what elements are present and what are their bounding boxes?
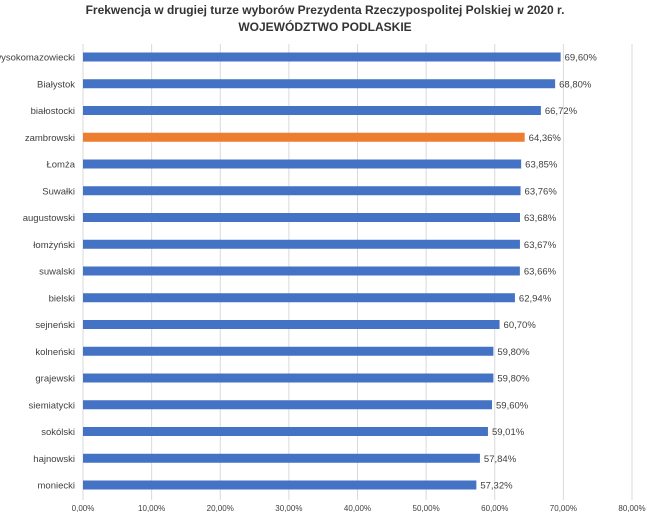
category-label-9: bielski: [49, 293, 75, 304]
category-label-0: wysokomazowiecki: [0, 53, 75, 64]
value-label-9: 62,94%: [519, 293, 552, 304]
x-tick-label-5: 50,00%: [413, 504, 440, 513]
bar-10: [83, 320, 500, 329]
value-label-0: 69,60%: [565, 53, 598, 64]
bar-7: [83, 239, 520, 249]
category-label-7: łomżyński: [33, 240, 75, 251]
category-label-6: augustowski: [23, 213, 75, 224]
chart-title: Frekwencja w drugiej turze wyborów Prezy…: [86, 3, 565, 17]
value-label-11: 59,80%: [497, 347, 530, 358]
value-label-15: 57,84%: [484, 454, 517, 465]
chart-subtitle: WOJEWÓDZTWO PODLASKIE: [238, 19, 411, 34]
x-tick-label-7: 70,00%: [550, 504, 577, 513]
bar-9: [83, 293, 515, 303]
labels: 0,00% 10,00% 20,00% 30,00% 40,00% 50,00% 60,00…: [0, 53, 646, 514]
category-label-16: moniecki: [38, 481, 76, 492]
category-label-14: sokólski: [41, 427, 75, 438]
bars: [83, 52, 561, 490]
value-label-3: 64,36%: [529, 133, 562, 144]
category-label-10: sejneński: [35, 320, 75, 331]
bar-2: [83, 106, 541, 115]
category-label-5: Suwałki: [42, 186, 75, 197]
x-tick-label-3: 30,00%: [275, 504, 302, 513]
category-label-15: hajnowski: [33, 454, 75, 465]
x-tick-label-8: 80,00%: [618, 504, 645, 513]
x-tick-label-2: 20,00%: [207, 504, 234, 513]
bar-11: [83, 346, 494, 356]
value-label-16: 57,32%: [480, 481, 513, 492]
category-label-8: suwalski: [39, 267, 75, 278]
value-label-2: 66,72%: [545, 106, 578, 117]
category-label-3: zambrowski: [25, 133, 75, 144]
value-label-13: 59,60%: [496, 400, 529, 411]
bar-12: [83, 373, 494, 383]
value-label-10: 60,70%: [504, 320, 537, 331]
category-label-12: grajewski: [35, 374, 75, 385]
bar-0: [83, 52, 561, 62]
category-label-2: białostocki: [31, 106, 75, 117]
bar-3: [83, 132, 525, 142]
category-label-4: Łomża: [46, 160, 75, 171]
bar-1: [83, 79, 556, 89]
bar-8: [83, 266, 520, 276]
value-label-7: 63,67%: [524, 240, 557, 251]
bar-16: [83, 480, 477, 490]
bar-14: [83, 427, 488, 436]
value-label-4: 63,85%: [525, 160, 558, 171]
bar-15: [83, 453, 480, 463]
category-label-13: siemiatycki: [29, 400, 75, 411]
x-tick-label-1: 10,00%: [138, 504, 165, 513]
value-label-12: 59,80%: [497, 374, 530, 385]
value-label-6: 63,68%: [524, 213, 557, 224]
category-label-11: kolneński: [35, 347, 75, 358]
x-tick-label-0: 0,00%: [72, 504, 95, 513]
category-label-1: Białystok: [37, 79, 75, 90]
bar-5: [83, 186, 521, 196]
bar-6: [83, 213, 521, 222]
bar-13: [83, 400, 493, 410]
x-tick-label-6: 60,00%: [481, 504, 508, 513]
x-tick-label-4: 40,00%: [344, 504, 371, 513]
value-label-1: 68,80%: [559, 79, 592, 90]
value-label-14: 59,01%: [492, 427, 525, 438]
value-label-5: 63,76%: [525, 186, 558, 197]
value-label-8: 63,66%: [524, 267, 557, 278]
bar-4: [83, 159, 522, 169]
